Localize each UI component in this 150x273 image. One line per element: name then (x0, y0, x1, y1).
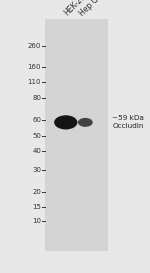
Ellipse shape (82, 121, 88, 124)
Ellipse shape (60, 119, 72, 126)
Ellipse shape (57, 117, 75, 128)
Ellipse shape (62, 120, 69, 124)
Text: ~59 kDa: ~59 kDa (112, 115, 144, 121)
Ellipse shape (81, 120, 89, 125)
Text: 260: 260 (28, 43, 41, 49)
Ellipse shape (81, 120, 90, 125)
Text: 10: 10 (32, 218, 41, 224)
Ellipse shape (58, 117, 74, 127)
Ellipse shape (54, 115, 77, 129)
Bar (45, 19, 108, 251)
Text: 15: 15 (32, 204, 41, 210)
Text: 30: 30 (32, 167, 41, 173)
Ellipse shape (80, 119, 91, 126)
Ellipse shape (55, 116, 76, 129)
Text: HEK-293: HEK-293 (63, 0, 92, 18)
Text: 40: 40 (32, 149, 41, 154)
Ellipse shape (78, 118, 93, 127)
Text: 50: 50 (32, 133, 41, 139)
Text: 160: 160 (28, 64, 41, 70)
Text: Hep G2: Hep G2 (78, 0, 104, 18)
Text: 60: 60 (32, 117, 41, 123)
Ellipse shape (61, 120, 70, 125)
Text: 110: 110 (28, 79, 41, 85)
Ellipse shape (79, 118, 92, 126)
Text: Occludin: Occludin (112, 123, 144, 129)
Text: 80: 80 (32, 95, 41, 101)
Text: 20: 20 (32, 189, 41, 195)
Ellipse shape (59, 118, 73, 127)
